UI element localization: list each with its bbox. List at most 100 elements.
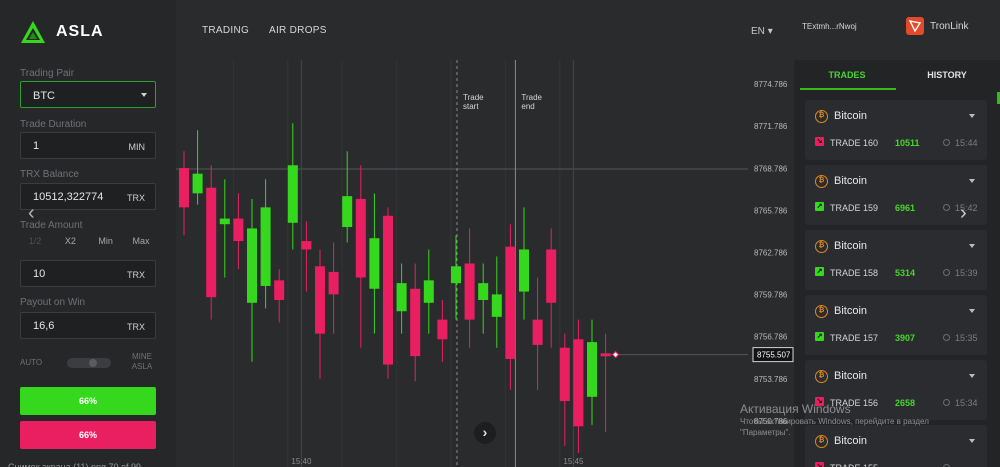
auto-toggle[interactable] xyxy=(67,358,111,368)
put-down-button[interactable]: 66% xyxy=(20,421,156,449)
chevron-down-icon[interactable] xyxy=(969,114,975,118)
clock-icon xyxy=(943,399,950,406)
x-tick-label: 15:45 xyxy=(563,457,584,466)
windows-activation-line2: "Параметры". xyxy=(740,428,791,437)
trade-amount-input[interactable]: 10 TRX xyxy=(20,260,156,287)
candle-body xyxy=(573,339,584,427)
trx-balance-unit: TRX xyxy=(127,193,145,203)
candle-body xyxy=(247,228,257,303)
brand-logo[interactable]: ASLA xyxy=(20,20,104,44)
trade-card[interactable]: ₿ Bitcoin ↗ TRADE 158 5314 15:39 xyxy=(805,230,987,290)
double-amount-button[interactable]: X2 xyxy=(64,236,76,246)
trade-amount: 2658 xyxy=(895,398,916,408)
trade-time: 15:39 xyxy=(955,268,978,278)
half-amount-button[interactable]: 1/2 xyxy=(28,236,42,246)
trade-label: TRADE 160 xyxy=(830,138,879,148)
y-tick-label: 8765.786 xyxy=(754,206,788,215)
trade-label: TRADE 157 xyxy=(830,333,879,343)
trade-marker-label: Trade xyxy=(463,93,484,102)
chevron-left-icon[interactable]: ‹ xyxy=(28,202,35,224)
price-chart[interactable]: 15:40 15:45 Trade start Trade end › xyxy=(176,60,748,467)
trade-label: TRADE 159 xyxy=(830,203,879,213)
trade-duration-input[interactable]: 1 MIN xyxy=(20,132,156,159)
trade-duration-label: Trade Duration xyxy=(20,119,87,130)
coin-name: Bitcoin xyxy=(834,435,868,447)
bitcoin-icon: ₿ xyxy=(815,175,828,188)
trade-amount-unit: TRX xyxy=(127,270,145,280)
chevron-right-icon[interactable]: › xyxy=(960,202,967,224)
tab-trades[interactable]: TRADES xyxy=(828,70,866,80)
trade-card[interactable]: ₿ Bitcoin ↗ TRADE 159 6961 15:42 xyxy=(805,165,987,225)
min-amount-button[interactable]: Min xyxy=(98,236,113,246)
payout-label: Payout on Win xyxy=(20,297,86,308)
trade-card[interactable]: ₿ Bitcoin ↘ TRADE 155 xyxy=(805,425,987,467)
chevron-down-icon[interactable] xyxy=(969,244,975,248)
candle-body xyxy=(206,187,217,298)
trade-marker-label: Trade xyxy=(521,93,542,102)
candle-body xyxy=(301,241,312,250)
trade-time: 15:35 xyxy=(955,333,978,343)
arrow-up-icon: ↗ xyxy=(815,332,824,341)
candle-body xyxy=(179,168,189,208)
max-amount-button[interactable]: Max xyxy=(132,236,150,246)
nav-trading-link[interactable]: TRADING xyxy=(202,25,250,36)
call-up-button[interactable]: 66% xyxy=(20,387,156,415)
active-tab-indicator xyxy=(800,88,896,90)
scroll-indicator xyxy=(997,92,1000,104)
coin-name: Bitcoin xyxy=(834,305,868,317)
coin-name: Bitcoin xyxy=(834,110,868,122)
y-tick-label: 8771.786 xyxy=(754,122,788,131)
candle-body xyxy=(546,249,557,303)
candle-body xyxy=(519,249,529,292)
windows-activation-title: Активация Windows xyxy=(740,402,851,416)
candle-body xyxy=(437,319,448,340)
arrow-down-icon: ↘ xyxy=(815,397,824,406)
candle-body xyxy=(274,280,285,300)
candle-body xyxy=(587,342,597,397)
nav-airdrops-link[interactable]: AIR DROPS xyxy=(269,25,327,36)
trade-card[interactable]: ₿ Bitcoin ↗ TRADE 157 3907 15:35 xyxy=(805,295,987,355)
bitcoin-icon: ₿ xyxy=(815,305,828,318)
candle-body xyxy=(505,246,516,359)
chevron-down-icon[interactable] xyxy=(969,374,975,378)
current-price-badge xyxy=(752,347,794,363)
candle-body xyxy=(328,271,339,295)
trade-marker-label: end xyxy=(521,102,534,111)
tronlink-wallet[interactable]: TronLink xyxy=(906,17,969,35)
y-tick-label: 8753.786 xyxy=(754,375,788,384)
y-tick-label: 8756.786 xyxy=(754,333,788,342)
brand-name: ASLA xyxy=(56,23,104,40)
candle-body xyxy=(532,319,543,345)
image-viewer-caption: Снимок экрана (11).png 70 of 99 xyxy=(8,462,142,467)
candle-body xyxy=(478,283,489,300)
chevron-down-icon[interactable] xyxy=(969,439,975,443)
chevron-down-icon[interactable] xyxy=(969,309,975,313)
top-nav: TRADING AIR DROPS EN ▾ TExtmh...rNwoj Tr… xyxy=(176,0,1000,60)
trade-card[interactable]: ₿ Bitcoin ↘ TRADE 156 2658 15:34 xyxy=(805,360,987,420)
candle-body xyxy=(315,266,325,334)
x-tick-label: 15:40 xyxy=(291,457,312,466)
trx-balance-field: 10512,322774 TRX xyxy=(20,183,156,210)
trade-duration-unit: MIN xyxy=(128,142,146,152)
tab-history[interactable]: HISTORY xyxy=(927,70,967,80)
y-tick-label: 8762.786 xyxy=(754,248,788,257)
wallet-address[interactable]: TExtmh...rNwoj xyxy=(802,22,857,31)
chevron-down-icon: ▾ xyxy=(767,26,773,37)
trade-card[interactable]: ₿ Bitcoin ↘ TRADE 160 10511 15:44 xyxy=(805,100,987,160)
sidebar: ASLA Trading Pair BTC Trade Duration 1 M… xyxy=(0,0,176,467)
chevron-right-icon[interactable]: › xyxy=(474,422,496,444)
trade-label: TRADE 155 xyxy=(830,463,878,467)
auto-mine-row: AUTO MINE ASLA xyxy=(20,352,156,374)
candle-body xyxy=(219,218,230,225)
tronlink-label: TronLink xyxy=(930,20,969,32)
candle-body xyxy=(423,280,434,303)
chevron-down-icon[interactable] xyxy=(969,179,975,183)
candle-body xyxy=(396,283,407,312)
trading-pair-select[interactable]: BTC xyxy=(20,81,156,108)
candle-body xyxy=(383,215,393,365)
trading-pair-label: Trading Pair xyxy=(20,68,75,79)
candle-body xyxy=(233,218,244,242)
language-select[interactable]: EN ▾ xyxy=(751,26,773,37)
trade-label: TRADE 158 xyxy=(830,268,879,278)
